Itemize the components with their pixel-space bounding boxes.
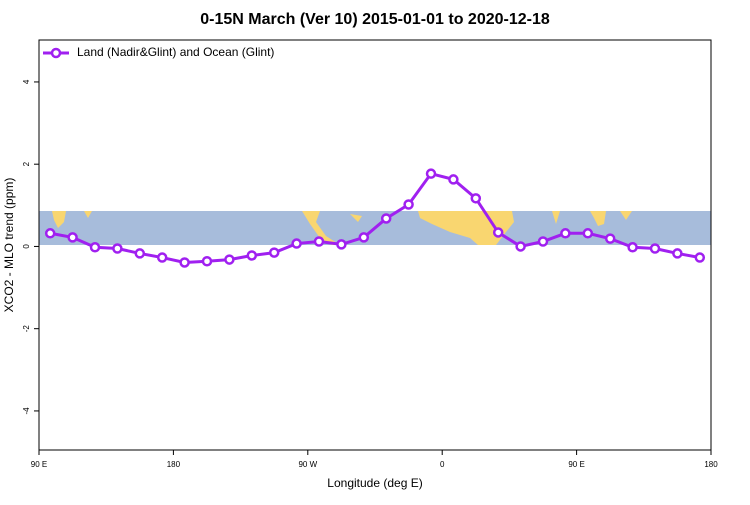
point (201, 255, 213, 267)
x-tick-label: 90 E (31, 460, 47, 469)
point (246, 250, 258, 261)
x-tick-label: 180 (167, 460, 181, 469)
chart-title: 0-15N March (Ver 10) 2015-01-01 to 2020-… (200, 11, 550, 28)
y-tick-label: 2 (22, 161, 31, 166)
point (67, 232, 78, 243)
legend-label: Land (Nadir&Glint) and Ocean (Glint) (77, 45, 274, 59)
point (268, 247, 280, 258)
point (403, 199, 414, 210)
legend-marker (50, 47, 62, 59)
point (582, 228, 594, 239)
point (627, 242, 638, 253)
y-tick-label: -4 (22, 407, 31, 415)
y-tick-label: -2 (22, 325, 31, 333)
plot-frame (38, 39, 712, 451)
point (179, 257, 190, 268)
x-tick-label: 90 W (298, 460, 317, 469)
y-tick-label: 0 (22, 244, 31, 249)
point (448, 174, 459, 185)
point (44, 228, 56, 239)
point (224, 254, 235, 265)
point (313, 236, 325, 247)
point (336, 239, 347, 250)
point (694, 252, 706, 263)
point (560, 228, 571, 239)
point (358, 232, 370, 243)
x-tick-label: 90 E (568, 460, 584, 469)
point (672, 248, 683, 259)
x-tick-label: 0 (440, 460, 445, 469)
y-tick-label: 4 (22, 79, 31, 84)
point (537, 236, 549, 247)
x-tick-label: 180 (704, 460, 718, 469)
point (470, 193, 482, 204)
point (89, 242, 101, 253)
point (112, 243, 123, 254)
y-axis-label: XCO2 - MLO trend (ppm) (2, 178, 16, 313)
point (291, 238, 302, 249)
point (492, 227, 504, 238)
point (425, 168, 437, 179)
point (649, 243, 661, 254)
x-axis-label: Longitude (deg E) (327, 476, 422, 490)
point (156, 252, 168, 263)
point (134, 248, 146, 259)
point (604, 233, 616, 244)
point (515, 241, 526, 252)
point (380, 213, 392, 224)
